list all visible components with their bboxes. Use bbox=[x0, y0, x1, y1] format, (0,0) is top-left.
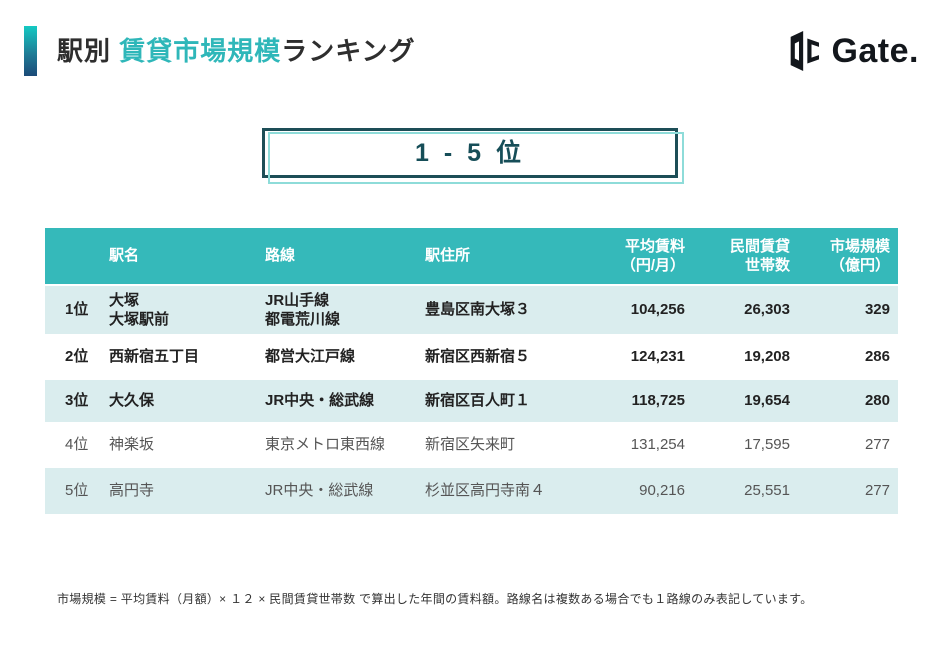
households-cell: 19,654 bbox=[744, 392, 790, 410]
title-suffix: ランキング bbox=[281, 36, 416, 66]
ranking-table: 駅名 路線 駅住所 平均賃料 （円/月） 民間賃貸 世帯数 市場規模 （億円） … bbox=[45, 228, 898, 514]
title-highlight: 賃貸市場規模 bbox=[119, 36, 282, 66]
rank-cell: 3位 bbox=[65, 392, 89, 410]
market-size-cell: 277 bbox=[864, 482, 890, 500]
page-title: 駅別 賃貸市場規模ランキング bbox=[57, 26, 415, 76]
table-header-row: 駅名 路線 駅住所 平均賃料 （円/月） 民間賃貸 世帯数 市場規模 （億円） bbox=[45, 228, 898, 284]
footnote: 市場規模 = 平均賃料（月額）× １２ × 民間賃貸世帯数 で算出した年間の賃料… bbox=[57, 592, 813, 606]
station-cell: 高円寺 bbox=[109, 482, 155, 500]
line-cell: JR山手線 都電荒川線 bbox=[265, 291, 341, 329]
title-block: 駅別 賃貸市場規模ランキング bbox=[24, 26, 415, 76]
average-rent-cell: 124,231 bbox=[630, 348, 685, 366]
rank-range-label: 1 - 5 位 bbox=[415, 139, 525, 167]
header-households: 民間賃貸 世帯数 bbox=[729, 237, 790, 275]
station-cell: 大塚 大塚駅前 bbox=[109, 291, 170, 329]
market-size-cell: 277 bbox=[864, 436, 890, 454]
station-cell: 西新宿五丁目 bbox=[109, 348, 200, 366]
station-cell: 大久保 bbox=[109, 392, 155, 410]
header-line: 路線 bbox=[265, 247, 296, 265]
table-row-rank4: 4位 神楽坂 東京メトロ東西線 新宿区矢来町 131,254 17,595 27… bbox=[45, 422, 898, 466]
average-rent-cell: 131,254 bbox=[630, 436, 685, 454]
rank-cell: 4位 bbox=[65, 436, 89, 454]
title-prefix: 駅別 bbox=[57, 36, 120, 66]
address-cell: 杉並区高円寺南４ bbox=[425, 482, 546, 500]
header-station: 駅名 bbox=[109, 247, 140, 265]
households-cell: 26,303 bbox=[744, 301, 790, 319]
gate-logo-text: Gate. bbox=[831, 31, 919, 70]
market-size-cell: 329 bbox=[864, 301, 890, 319]
address-cell: 豊島区南大塚３ bbox=[425, 301, 531, 319]
header-market-size: 市場規模 （億円） bbox=[829, 237, 890, 275]
table-row-rank3: 3位 大久保 JR中央・総武線 新宿区百人町１ 118,725 19,654 2… bbox=[45, 378, 898, 422]
line-cell: JR中央・総武線 bbox=[265, 482, 374, 500]
table-row-rank1: 1位 大塚 大塚駅前 JR山手線 都電荒川線 豊島区南大塚３ 104,256 2… bbox=[45, 284, 898, 334]
average-rent-cell: 90,216 bbox=[639, 482, 685, 500]
rank-cell: 5位 bbox=[65, 482, 89, 500]
average-rent-cell: 104,256 bbox=[630, 301, 685, 319]
households-cell: 25,551 bbox=[744, 482, 790, 500]
average-rent-cell: 118,725 bbox=[631, 392, 685, 410]
rank-range-badge: 1 - 5 位 bbox=[262, 128, 684, 184]
header-address: 駅住所 bbox=[425, 247, 471, 265]
line-cell: 都営大江戸線 bbox=[265, 348, 356, 366]
table-row-rank2: 2位 西新宿五丁目 都営大江戸線 新宿区西新宿５ 124,231 19,208 … bbox=[45, 334, 898, 378]
rank-cell: 1位 bbox=[65, 301, 89, 319]
address-cell: 新宿区矢来町 bbox=[425, 436, 516, 454]
line-cell: JR中央・総武線 bbox=[265, 392, 375, 410]
address-cell: 新宿区西新宿５ bbox=[425, 348, 531, 366]
rank-cell: 2位 bbox=[65, 348, 89, 366]
address-cell: 新宿区百人町１ bbox=[425, 392, 531, 410]
households-cell: 17,595 bbox=[744, 436, 790, 454]
page-header: 駅別 賃貸市場規模ランキング Gate. bbox=[24, 26, 919, 76]
table-row-rank5: 5位 高円寺 JR中央・総武線 杉並区高円寺南４ 90,216 25,551 2… bbox=[45, 466, 898, 514]
station-cell: 神楽坂 bbox=[109, 436, 155, 454]
market-size-cell: 280 bbox=[864, 392, 890, 410]
gate-door-icon bbox=[791, 31, 820, 71]
header-average-rent: 平均賃料 （円/月） bbox=[620, 237, 685, 275]
line-cell: 東京メトロ東西線 bbox=[265, 436, 386, 454]
gate-logo: Gate. bbox=[784, 31, 919, 71]
title-accent-bar bbox=[24, 26, 37, 76]
households-cell: 19,208 bbox=[744, 348, 790, 366]
market-size-cell: 286 bbox=[864, 348, 890, 366]
